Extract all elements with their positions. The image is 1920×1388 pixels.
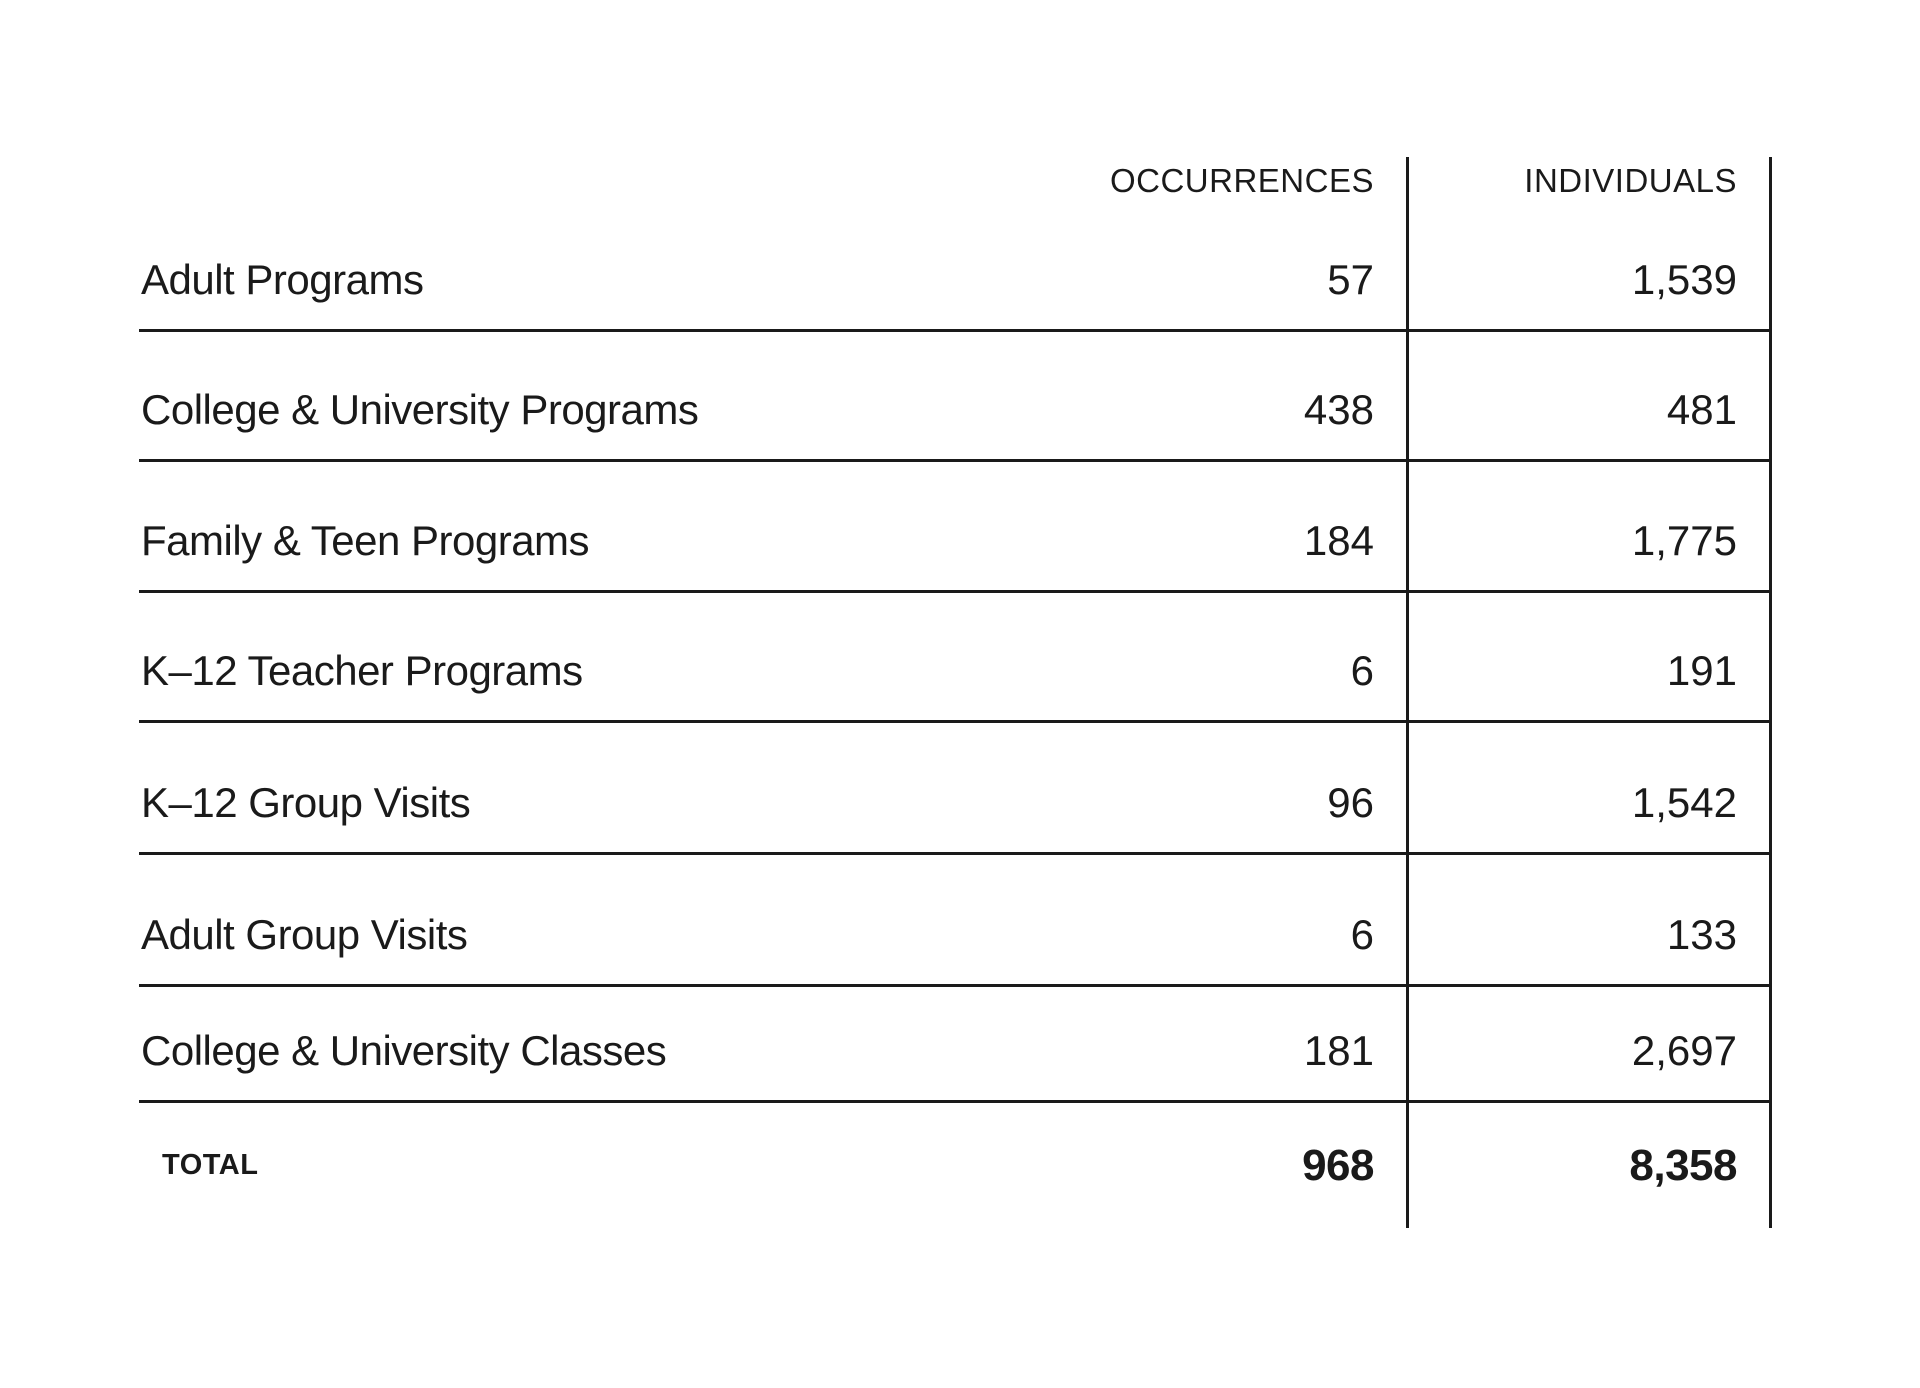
table-header-row: OCCURRENCES INDIVIDUALS: [139, 157, 1772, 239]
row-individuals-value: 133: [1409, 855, 1772, 984]
row-label: Adult Group Visits: [141, 911, 468, 958]
programs-attendance-table: OCCURRENCES INDIVIDUALS Adult Programs 5…: [139, 157, 1772, 1228]
row-occurrences-value: 57: [959, 239, 1409, 329]
table-row: Family & Teen Programs 184 1,775: [139, 462, 1772, 593]
total-label: TOTAL: [162, 1149, 259, 1181]
table-row: K–12 Teacher Programs 6 191: [139, 593, 1772, 723]
row-individuals-value: 191: [1409, 593, 1772, 720]
column-header-occurrences: OCCURRENCES: [959, 157, 1409, 239]
row-occurrences-value: 438: [959, 332, 1409, 459]
row-individuals-value: 481: [1409, 332, 1772, 459]
row-label: College & University Classes: [141, 1027, 667, 1074]
row-occurrences-value: 184: [959, 462, 1409, 590]
table-row: College & University Classes 181 2,697: [139, 987, 1772, 1103]
row-label: K–12 Group Visits: [141, 779, 471, 826]
row-individuals-value: 2,697: [1409, 987, 1772, 1100]
row-occurrences-value: 96: [959, 723, 1409, 852]
header-spacer: [139, 157, 959, 239]
total-individuals-value: 8,358: [1409, 1103, 1772, 1228]
row-individuals-value: 1,542: [1409, 723, 1772, 852]
table-row: K–12 Group Visits 96 1,542: [139, 723, 1772, 855]
row-individuals-value: 1,775: [1409, 462, 1772, 590]
row-occurrences-value: 6: [959, 593, 1409, 720]
table-row: College & University Programs 438 481: [139, 332, 1772, 462]
row-label: Adult Programs: [141, 256, 424, 303]
column-header-individuals: INDIVIDUALS: [1409, 157, 1772, 239]
row-individuals-value: 1,539: [1409, 239, 1772, 329]
total-occurrences-value: 968: [959, 1103, 1409, 1228]
row-label: College & University Programs: [141, 386, 699, 433]
row-label: Family & Teen Programs: [141, 517, 590, 564]
row-occurrences-value: 6: [959, 855, 1409, 984]
table-row: Adult Group Visits 6 133: [139, 855, 1772, 987]
table-total-row: TOTAL 968 8,358: [139, 1103, 1772, 1228]
row-occurrences-value: 181: [959, 987, 1409, 1100]
table-row: Adult Programs 57 1,539: [139, 239, 1772, 332]
row-label: K–12 Teacher Programs: [141, 647, 583, 694]
